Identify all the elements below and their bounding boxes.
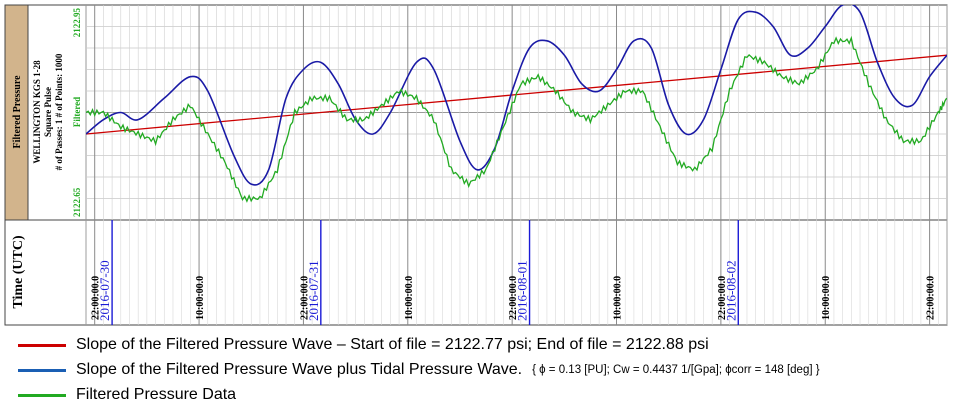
time-tick-label: 22:00:00.0 (508, 276, 519, 320)
series-filtered-data (86, 35, 947, 203)
plot-grid (85, 5, 948, 325)
date-marker-label: 2016-07-30 (97, 260, 112, 321)
time-tick-label: 10:00:00.0 (195, 276, 206, 320)
legend-tidal-params: { ϕ = 0.13 [PU]; Cw = 0.4437 1/[Gpa]; ϕc… (532, 364, 820, 376)
legend-label-filtered: Filtered Pressure Data (76, 386, 237, 403)
time-tick-label: 10:00:00.0 (404, 276, 415, 320)
header-title: Filtered Pressure (12, 75, 23, 149)
time-axis-title: Time (UTC) (11, 235, 26, 309)
legend-item-tidal: Slope of the Filtered Pressure Wave plus… (18, 359, 820, 381)
time-tick-label: 22:00:00.0 (717, 276, 728, 320)
chart-frame (4, 4, 948, 326)
header-pulse-type: Square Pulse (43, 87, 53, 137)
legend-label-slope: Slope of the Filtered Pressure Wave – St… (76, 336, 709, 353)
time-tick-label: 22:00:00.0 (926, 276, 937, 320)
time-tick-label: 22:00:00.0 (91, 276, 102, 320)
legend-label-tidal: Slope of the Filtered Pressure Wave plus… (76, 361, 523, 378)
header-series-label: Filtered (72, 97, 82, 127)
time-tick-label: 22:00:00.0 (299, 276, 310, 320)
time-tick-label: 10:00:00.0 (821, 276, 832, 320)
series-tidal-wave (86, 5, 947, 186)
date-marker-label: 2016-07-31 (306, 260, 321, 321)
date-marker-label: 2016-08-01 (515, 260, 530, 321)
legend-item-filtered: Filtered Pressure Data (18, 384, 236, 406)
legend-item-slope: Slope of the Filtered Pressure Wave – St… (18, 334, 709, 356)
header-info-box (28, 5, 86, 220)
time-tick-label: 10:00:00.0 (613, 276, 624, 320)
date-marker-label: 2016-08-02 (723, 260, 738, 321)
header-scale-min: 2122.65 (72, 187, 82, 217)
legend-swatch-red (18, 343, 66, 347)
time-tick-track: 22:00:00.0 10:00:00.0 22:00:00.0 10:00:00.0… (91, 220, 937, 325)
header-color-bar (5, 5, 28, 220)
legend-swatch-green (18, 393, 66, 397)
header-scale-max: 2122.95 (72, 8, 82, 38)
legend-swatch-blue (18, 368, 66, 372)
header-passes-points: # of Passes: 1 # of Points: 1000 (54, 53, 64, 170)
plot-series (86, 5, 947, 203)
header-well-name: WELLINGTON KGS 1-28 (32, 60, 42, 164)
